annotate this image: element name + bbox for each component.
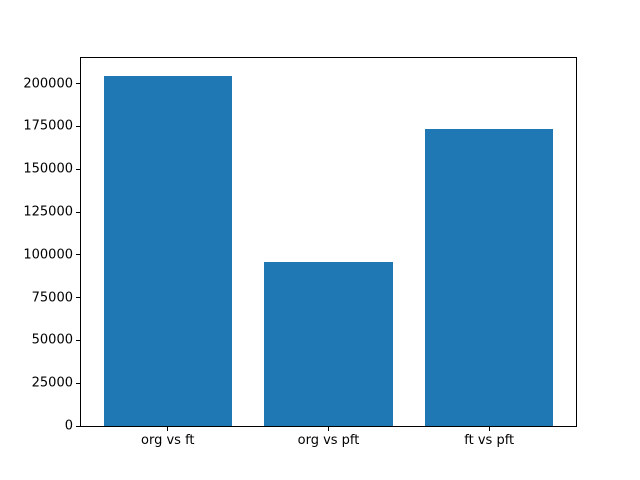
- plot-area: [80, 57, 577, 427]
- y-tick-label: 100000: [23, 247, 73, 263]
- y-tick-label: 150000: [23, 161, 73, 177]
- x-tick-label: ft vs pft: [464, 433, 515, 448]
- x-tick-mark: [488, 427, 490, 431]
- x-tick-mark: [328, 427, 329, 431]
- y-tick-label: 175000: [23, 118, 73, 134]
- y-tick-label: 50000: [31, 332, 73, 348]
- y-tick-mark: [76, 254, 80, 256]
- y-tick-mark: [76, 339, 80, 341]
- y-tick-mark: [76, 297, 80, 299]
- bar-ft-vs-pft: [424, 129, 554, 426]
- y-tick-mark: [76, 382, 80, 384]
- y-tick-label: 125000: [23, 204, 73, 220]
- y-tick-mark: [76, 425, 80, 427]
- y-tick-mark: [76, 168, 80, 170]
- x-tick-label: org vs ft: [141, 433, 195, 448]
- x-tick-mark: [167, 427, 169, 431]
- y-tick-mark: [76, 83, 80, 85]
- bar-org-vs-ft: [103, 75, 233, 426]
- y-tick-mark: [76, 125, 80, 127]
- x-tick-label: org vs pft: [297, 433, 360, 448]
- y-tick-mark: [76, 211, 80, 213]
- bar-org-vs-pft: [264, 262, 393, 426]
- y-tick-label: 200000: [23, 76, 73, 92]
- y-tick-label: 75000: [31, 290, 73, 306]
- y-tick-label: 0: [64, 418, 73, 434]
- y-tick-label: 25000: [31, 375, 73, 391]
